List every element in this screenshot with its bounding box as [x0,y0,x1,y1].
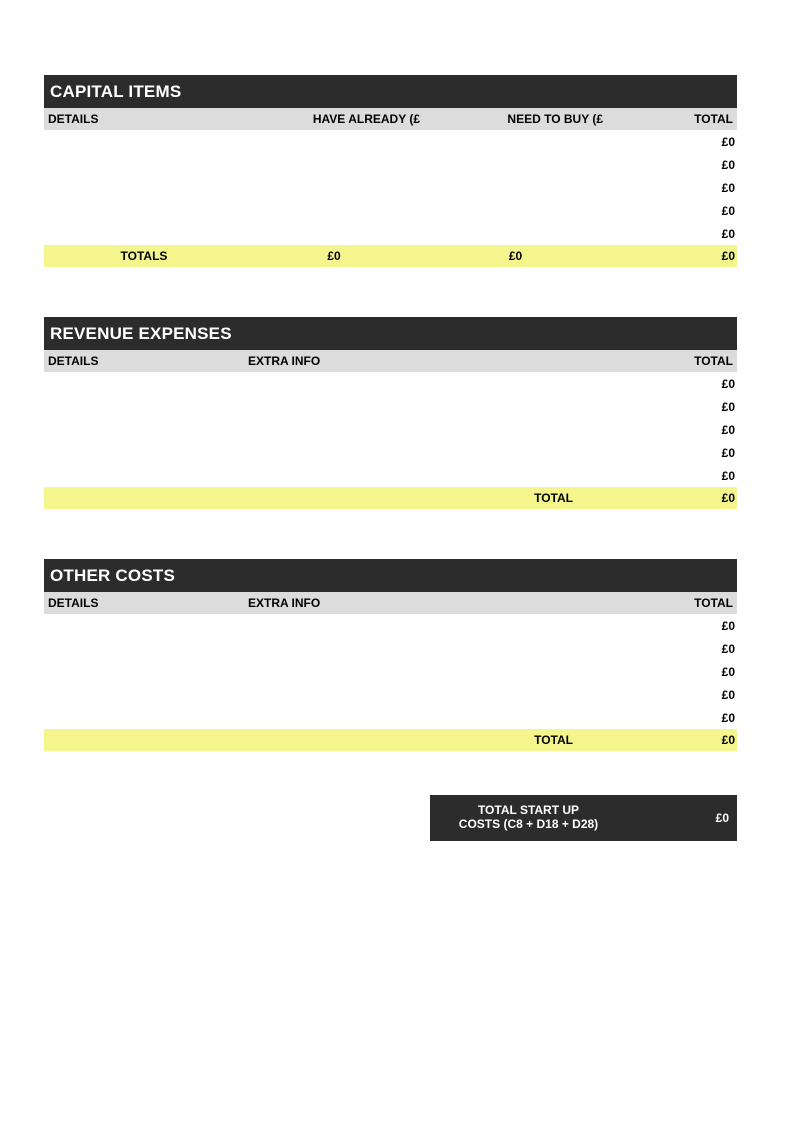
table-row: £0 [44,464,737,487]
totals-row: TOTAL £0 [44,487,737,509]
col-details: DETAILS [44,350,244,372]
col-total: TOTAL [607,350,737,372]
table-row: £0 [44,176,737,199]
row-total: £0 [607,683,737,706]
totals-row: TOTAL £0 [44,729,737,751]
table-row: £0 [44,130,737,153]
col-total: TOTAL [607,592,737,614]
table-row: £0 [44,660,737,683]
revenue-expenses-table: DETAILS EXTRA INFO TOTAL £0 £0 £0 £0 £0 … [44,350,737,509]
row-total: £0 [607,199,737,222]
totals-total: £0 [607,729,737,751]
table-row: £0 [44,614,737,637]
totals-total: £0 [607,245,737,267]
section-title: CAPITAL ITEMS [44,75,737,108]
grand-total-value: £0 [601,811,731,825]
row-total: £0 [607,637,737,660]
table-row: £0 [44,418,737,441]
table-row: £0 [44,199,737,222]
page: CAPITAL ITEMS DETAILS HAVE ALREADY (£ NE… [0,0,795,1124]
grand-total-label: TOTAL START UP COSTS (C8 + D18 + D28) [456,804,601,832]
table-row: £0 [44,706,737,729]
totals-have: £0 [244,245,424,267]
table-row: £0 [44,637,737,660]
row-total: £0 [607,614,737,637]
col-details: DETAILS [44,108,244,130]
row-total: £0 [607,706,737,729]
totals-label: TOTAL [244,729,607,751]
row-total: £0 [607,660,737,683]
table-row: £0 [44,222,737,245]
row-total: £0 [607,153,737,176]
col-total: TOTAL [607,108,737,130]
totals-need: £0 [424,245,607,267]
grand-total-box: TOTAL START UP COSTS (C8 + D18 + D28) £0 [430,795,737,841]
row-total: £0 [607,176,737,199]
other-costs-section: OTHER COSTS DETAILS EXTRA INFO TOTAL £0 … [44,559,737,751]
table-row: £0 [44,395,737,418]
row-total: £0 [607,372,737,395]
col-have-already: HAVE ALREADY (£ [244,108,424,130]
table-header-row: DETAILS EXTRA INFO TOTAL [44,350,737,372]
totals-row: TOTALS £0 £0 £0 [44,245,737,267]
col-need-to-buy: NEED TO BUY (£ [424,108,607,130]
capital-items-table: DETAILS HAVE ALREADY (£ NEED TO BUY (£ T… [44,108,737,267]
col-details: DETAILS [44,592,244,614]
other-costs-table: DETAILS EXTRA INFO TOTAL £0 £0 £0 £0 £0 … [44,592,737,751]
table-row: £0 [44,372,737,395]
section-title: REVENUE EXPENSES [44,317,737,350]
totals-label: TOTAL [244,487,607,509]
row-total: £0 [607,130,737,153]
col-extra-info: EXTRA INFO [244,350,607,372]
totals-total: £0 [607,487,737,509]
row-total: £0 [607,395,737,418]
section-title: OTHER COSTS [44,559,737,592]
grand-total-wrap: TOTAL START UP COSTS (C8 + D18 + D28) £0 [44,795,737,841]
row-total: £0 [607,441,737,464]
table-row: £0 [44,683,737,706]
row-total: £0 [607,418,737,441]
table-header-row: DETAILS EXTRA INFO TOTAL [44,592,737,614]
table-row: £0 [44,441,737,464]
capital-items-section: CAPITAL ITEMS DETAILS HAVE ALREADY (£ NE… [44,75,737,267]
row-total: £0 [607,464,737,487]
col-extra-info: EXTRA INFO [244,592,607,614]
revenue-expenses-section: REVENUE EXPENSES DETAILS EXTRA INFO TOTA… [44,317,737,509]
table-row: £0 [44,153,737,176]
table-header-row: DETAILS HAVE ALREADY (£ NEED TO BUY (£ T… [44,108,737,130]
totals-label: TOTALS [44,245,244,267]
row-total: £0 [607,222,737,245]
